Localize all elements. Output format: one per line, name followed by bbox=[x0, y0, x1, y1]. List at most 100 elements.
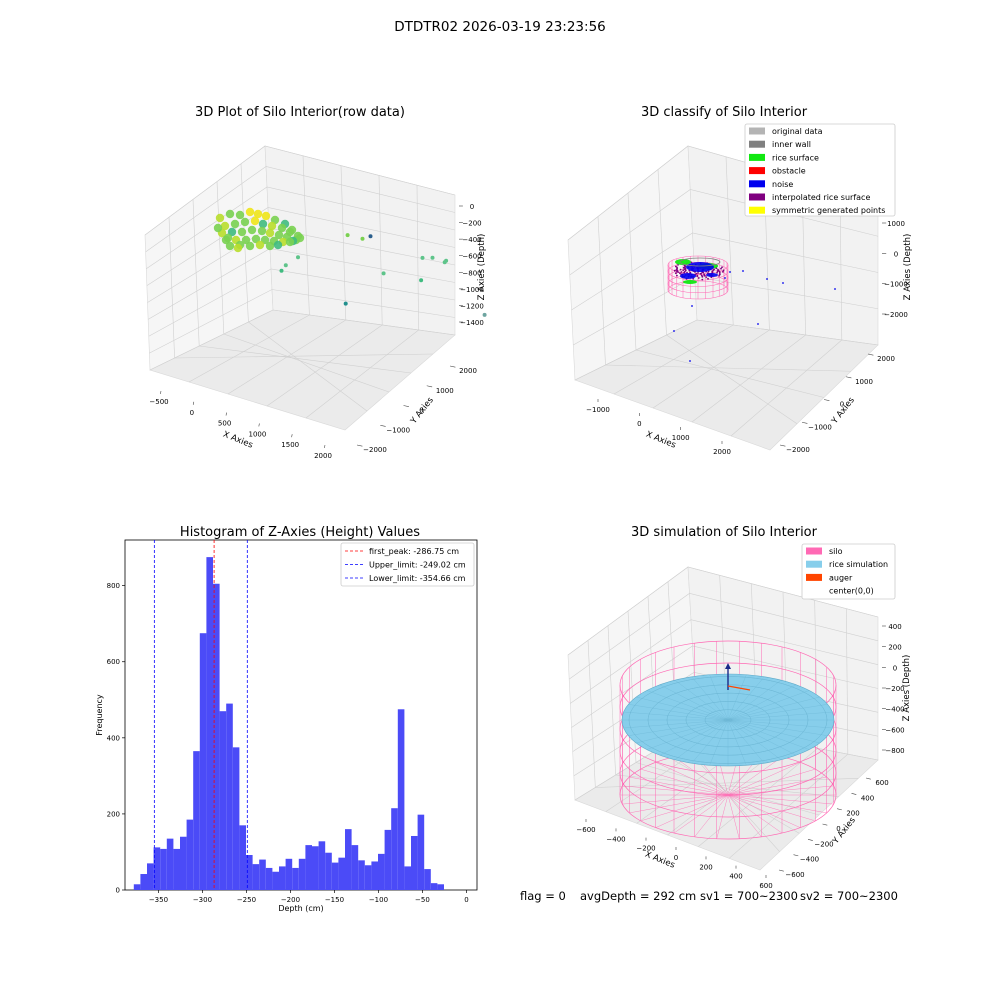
grid-line-z bbox=[149, 309, 456, 371]
histogram-bar bbox=[417, 814, 425, 890]
histogram-bar bbox=[246, 855, 253, 890]
x-tick-label: −600 bbox=[576, 826, 595, 834]
grid-line-z bbox=[146, 207, 456, 286]
z-tick-label: −400 bbox=[885, 706, 904, 714]
tick-mark bbox=[778, 869, 784, 872]
scatter-point bbox=[419, 278, 424, 283]
silo-floor-spoke bbox=[727, 768, 816, 796]
interpolated-point bbox=[715, 267, 718, 270]
silo-floor-spoke bbox=[629, 776, 729, 796]
tick-mark bbox=[192, 401, 195, 405]
silo-floor-spoke bbox=[629, 794, 729, 814]
simulation-y-axis-label: Y Axies bbox=[830, 815, 858, 847]
interpolated-point bbox=[720, 267, 722, 270]
rice-cluster-point bbox=[295, 233, 305, 243]
histogram-bars bbox=[133, 557, 444, 890]
center-arrow bbox=[725, 663, 731, 669]
rice-cluster-point bbox=[265, 228, 275, 238]
histogram-bar bbox=[166, 838, 174, 890]
grid-line-z bbox=[145, 166, 456, 253]
x-tick-label: −50 bbox=[415, 896, 430, 904]
interpolated-point bbox=[677, 271, 680, 273]
x-tick-label: −350 bbox=[149, 896, 168, 904]
z-tick-label: −1000 bbox=[884, 281, 908, 289]
tick-mark bbox=[865, 777, 871, 780]
tick-mark bbox=[380, 424, 386, 427]
y-tick-label: 0 bbox=[116, 887, 120, 895]
silo-floor-spoke bbox=[673, 794, 729, 834]
interpolated-point bbox=[705, 276, 708, 278]
z-tick-label: 0 bbox=[470, 203, 474, 211]
histogram-bar bbox=[252, 864, 260, 890]
x-tick-label: 1500 bbox=[281, 441, 299, 449]
interpolated-point bbox=[700, 274, 703, 277]
tick-mark bbox=[851, 793, 857, 795]
status-sv2: sv2 = 700~2300 bbox=[800, 889, 898, 903]
tick-mark bbox=[291, 434, 293, 438]
x-tick-label: 0 bbox=[637, 420, 641, 428]
grid-line-y bbox=[725, 156, 734, 326]
interpolated-point bbox=[695, 272, 698, 275]
histogram-bar bbox=[160, 848, 167, 890]
simulation-legend: silo rice simulation auger center(0,0) bbox=[801, 543, 896, 600]
legend-label: Upper_limit: -249.02 cm bbox=[369, 561, 466, 570]
histogram-bar bbox=[298, 858, 306, 890]
histogram-bar bbox=[331, 862, 339, 890]
interpolated-point bbox=[718, 270, 721, 273]
interpolated-point bbox=[701, 278, 704, 281]
interpolated-point bbox=[722, 270, 724, 273]
scatter-point bbox=[343, 301, 348, 306]
rice-cluster-point bbox=[250, 216, 260, 226]
interpolated-point bbox=[707, 277, 709, 280]
scatter-point bbox=[482, 312, 487, 317]
x-tick-label: −300 bbox=[193, 896, 212, 904]
y-tick-label: −2000 bbox=[363, 446, 387, 454]
silo-floor-spoke bbox=[622, 785, 729, 796]
z-tick-label: −2000 bbox=[884, 311, 908, 319]
interpolated-point bbox=[718, 273, 721, 276]
grid-line-z bbox=[146, 186, 456, 269]
noise-point bbox=[766, 278, 768, 280]
rice-cluster-point bbox=[220, 221, 230, 231]
classify-3d-plot: 3D classify of Silo Interior −1000010002… bbox=[567, 105, 913, 456]
silo-floor-spoke bbox=[727, 794, 801, 828]
grid-line-y bbox=[302, 155, 310, 316]
grid-line-floor bbox=[635, 349, 825, 398]
legend-swatch bbox=[749, 127, 765, 135]
z-tick-label: 1000 bbox=[887, 220, 905, 228]
histogram-bar bbox=[147, 863, 154, 890]
y-tick-label: 600 bbox=[107, 658, 120, 666]
x-tick-label: −200 bbox=[281, 896, 300, 904]
tick-mark bbox=[793, 854, 799, 857]
tick-mark bbox=[356, 444, 363, 447]
silo-floor-spoke bbox=[716, 794, 729, 839]
interpolated-point bbox=[676, 269, 679, 272]
x-tick-label: 0 bbox=[674, 854, 678, 862]
y-tick-label: 2000 bbox=[459, 367, 477, 375]
legend-swatch bbox=[749, 180, 765, 188]
interpolated-point bbox=[722, 269, 725, 272]
rice-cluster-point bbox=[230, 219, 240, 229]
legend-label: silo bbox=[829, 547, 843, 556]
scatter-point bbox=[420, 255, 425, 260]
histogram-x-axis-label: Depth (cm) bbox=[278, 904, 323, 913]
raw-y-ticks: 2000 1000 0 −1000 −2000 bbox=[356, 365, 477, 454]
interpolated-point bbox=[690, 261, 693, 264]
silo-floor-spoke bbox=[727, 794, 762, 837]
y-tick-label: 800 bbox=[107, 582, 120, 590]
y-tick-label: −2000 bbox=[786, 446, 810, 454]
grid-line-floor bbox=[266, 324, 383, 407]
scatter-point bbox=[296, 255, 300, 260]
histogram-bar bbox=[140, 874, 147, 890]
interpolated-point bbox=[684, 265, 687, 268]
histogram-bar bbox=[325, 852, 332, 890]
grid-line-z bbox=[574, 319, 879, 381]
grid-line-x bbox=[627, 192, 637, 351]
histogram-plot: Histogram of Z-Axies (Height) Values −35… bbox=[95, 525, 478, 913]
interpolated-point bbox=[711, 270, 714, 273]
simulation-3d-plot: 3D simulation of Silo Interior −600−400−… bbox=[567, 525, 912, 890]
x-tick-label: 500 bbox=[218, 420, 231, 428]
grid-line-z bbox=[569, 189, 879, 276]
interpolated-point bbox=[684, 267, 687, 269]
grid-line-floor bbox=[227, 319, 346, 395]
